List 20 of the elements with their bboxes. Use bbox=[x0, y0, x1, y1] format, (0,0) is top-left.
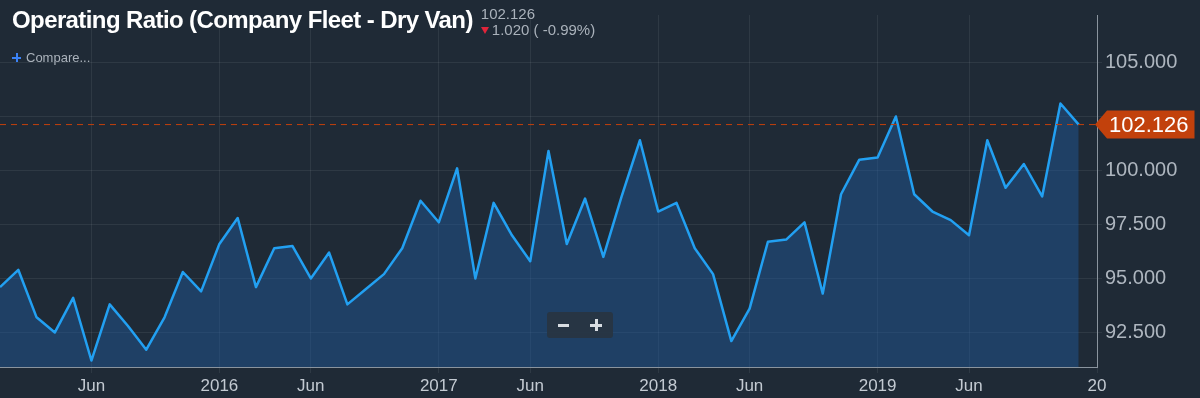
annotation: Compare... bbox=[26, 50, 91, 65]
x-tick-label: 20 bbox=[1087, 375, 1107, 395]
x-tick-label: Jun bbox=[516, 375, 544, 395]
x-tick-label: Jun bbox=[735, 375, 764, 395]
y-tick-label: 95.000 bbox=[1105, 265, 1167, 288]
y-tick-label: 105.000 bbox=[1105, 50, 1178, 73]
annotation: 102.126 bbox=[480, 5, 537, 22]
x-tick-label: 2016 bbox=[200, 375, 239, 395]
annotation: 1.020 ( -0.99%) bbox=[491, 21, 596, 38]
ref-line-label: 102.126 bbox=[1109, 111, 1189, 137]
chart-title: Operating Ratio (Company Fleet - Dry Van) bbox=[12, 6, 473, 34]
x-tick-label: Jun bbox=[297, 375, 325, 395]
x-tick-label: 2018 bbox=[639, 375, 678, 395]
x-tick-label: 2019 bbox=[858, 375, 897, 395]
x-tick-label: Jun bbox=[77, 375, 106, 395]
x-tick-label: 2017 bbox=[419, 375, 458, 395]
y-tick-label: 92.500 bbox=[1105, 319, 1167, 342]
x-tick-label: Jun bbox=[955, 375, 983, 395]
y-tick-label: 100.000 bbox=[1105, 158, 1178, 180]
y-tick-label: 97.500 bbox=[1105, 211, 1167, 234]
